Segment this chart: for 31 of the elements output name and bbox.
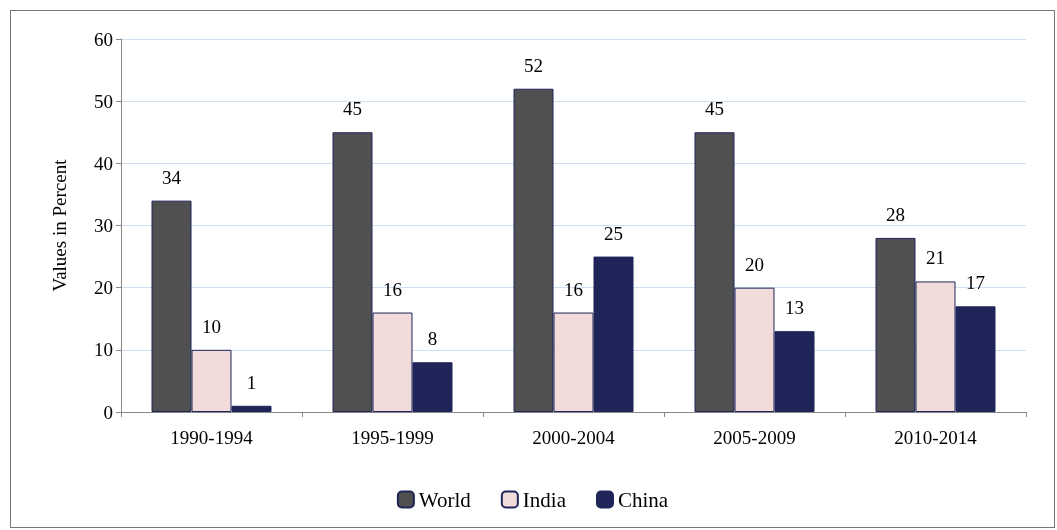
data-label: 16	[383, 278, 402, 300]
data-label: 20	[745, 253, 764, 275]
data-label: 10	[202, 315, 221, 337]
data-label: 21	[926, 247, 945, 269]
legend-label: World	[418, 487, 472, 512]
x-tick-label: 1995-1999	[351, 427, 434, 448]
data-label: 52	[524, 54, 543, 76]
y-tick-label: 50	[94, 90, 113, 112]
y-tick-label: 60	[94, 28, 113, 50]
data-label: 13	[785, 297, 804, 319]
x-tick-label: 1990-1994	[170, 427, 254, 448]
data-label: 25	[604, 222, 623, 244]
y-tick-label: 20	[94, 277, 113, 299]
y-tick-label: 0	[103, 401, 113, 423]
data-label: 16	[564, 278, 583, 300]
data-label: 17	[966, 272, 985, 294]
data-label: 8	[427, 328, 438, 350]
data-label: 34	[162, 166, 182, 188]
x-tick-label: 2000-2004	[532, 427, 616, 448]
data-label: 1	[246, 371, 257, 393]
y-axis-title: Values in Percent	[49, 158, 70, 292]
y-tick-label: 40	[94, 152, 113, 174]
legend-label: China	[617, 487, 669, 512]
legend-label: India	[522, 487, 567, 512]
data-label: 28	[886, 203, 905, 225]
data-label: 45	[343, 98, 362, 120]
y-tick-label: 10	[94, 339, 113, 361]
x-tick-label: 2005-2009	[713, 427, 796, 448]
y-tick-label: 30	[94, 215, 113, 236]
x-tick-label: 2010-2014	[894, 427, 978, 448]
data-label: 45	[705, 98, 724, 120]
